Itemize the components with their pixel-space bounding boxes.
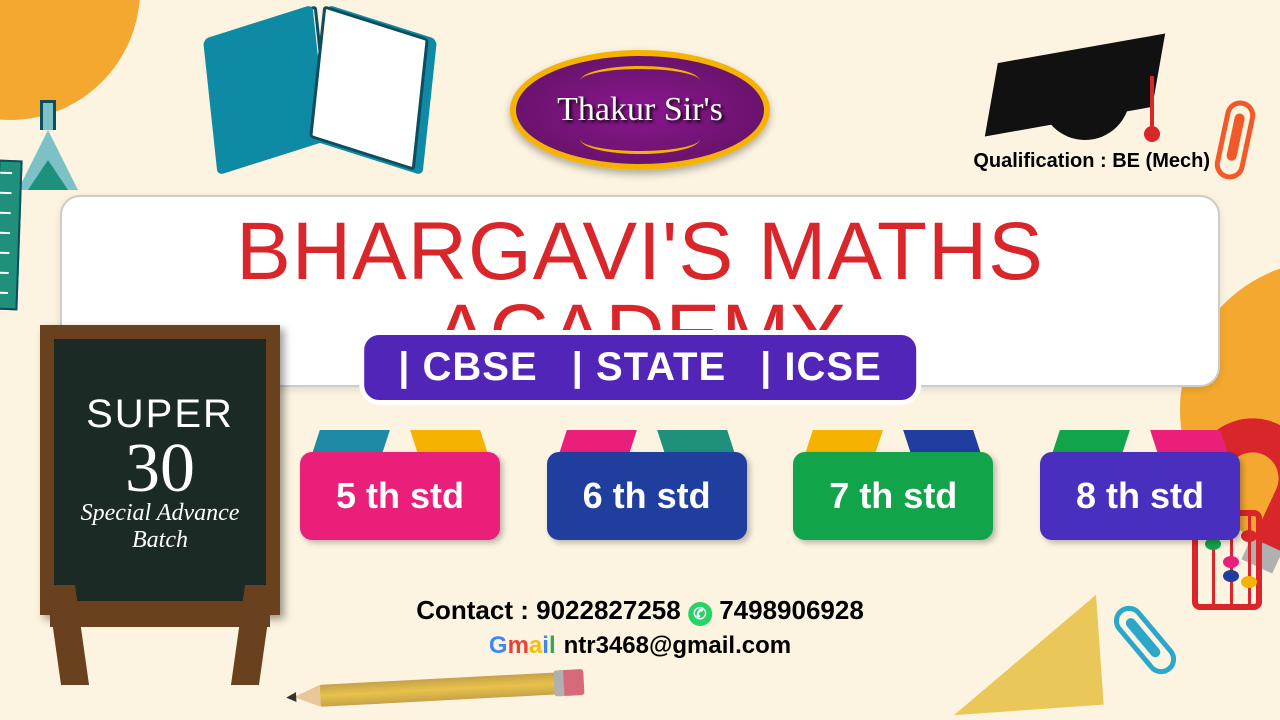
chalk-line-4: Batch <box>132 527 188 554</box>
standard-card: 7 th std <box>793 430 993 540</box>
brand-logo-oval: Thakur Sir's <box>510 50 770 170</box>
standard-label: 8 th std <box>1040 452 1240 540</box>
contact-row-2: Gmail ntr3468@gmail.com <box>416 632 864 660</box>
board-item: | STATE <box>572 345 726 390</box>
standard-card: 6 th std <box>547 430 747 540</box>
contact-block: Contact : 9022827258 ✆ 7498906928 Gmail … <box>416 595 864 660</box>
whatsapp-icon: ✆ <box>688 602 712 626</box>
contact-email: ntr3468@gmail.com <box>564 632 791 660</box>
contact-row-1: Contact : 9022827258 ✆ 7498906928 <box>416 595 864 626</box>
contact-phone-2: 7498906928 <box>719 595 864 625</box>
chalkboard-content: SUPER 30 Special Advance Batch <box>54 339 266 601</box>
standard-label: 7 th std <box>793 452 993 540</box>
easel-legs <box>30 595 290 685</box>
pencil-icon <box>320 671 581 707</box>
book-icon <box>210 20 430 170</box>
qualification-label: Qualification : BE (Mech) <box>973 150 1210 173</box>
standard-label: 5 th std <box>300 452 500 540</box>
chalkboard-easel: SUPER 30 Special Advance Batch <box>30 325 290 685</box>
standard-label: 6 th std <box>547 452 747 540</box>
board-item: | CBSE <box>398 345 537 390</box>
boards-pill: | CBSE | STATE | ICSE <box>359 330 921 405</box>
standard-card: 5 th std <box>300 430 500 540</box>
gmail-icon: Gmail <box>489 632 556 660</box>
ruler-icon <box>0 160 23 311</box>
flask-icon <box>18 100 78 190</box>
paperclip-icon <box>1212 98 1258 182</box>
contact-phone-1: 9022827258 <box>536 595 681 625</box>
set-square-icon <box>946 595 1103 715</box>
chalk-line-3: Special Advance <box>81 500 240 527</box>
chalkboard-frame: SUPER 30 Special Advance Batch <box>40 325 280 615</box>
chalk-line-2: 30 <box>125 437 195 500</box>
banner-canvas: Thakur Sir's Qualification : BE (Mech) B… <box>0 0 1280 720</box>
contact-label: Contact : <box>416 595 529 625</box>
paperclip-icon <box>1108 600 1182 681</box>
standards-row: 5 th std 6 th std 7 th std 8 th std <box>300 430 1240 540</box>
brand-name: Thakur Sir's <box>557 93 723 127</box>
standard-card: 8 th std <box>1040 430 1240 540</box>
graduation-cap-icon <box>990 30 1170 150</box>
board-item: | ICSE <box>760 345 882 390</box>
